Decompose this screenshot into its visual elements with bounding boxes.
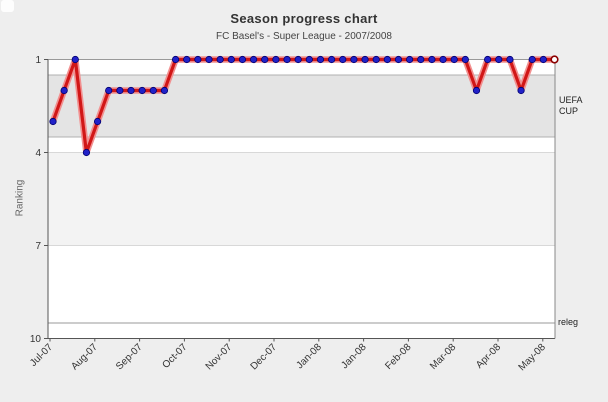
- data-point: [171, 55, 180, 64]
- data-point: [194, 55, 202, 64]
- x-tick-label: Aug-07: [69, 342, 100, 373]
- data-point: [406, 55, 414, 64]
- data-point: [238, 55, 247, 64]
- data-point: [339, 55, 347, 64]
- data-point: [127, 86, 135, 95]
- data-point: [372, 55, 380, 64]
- data-point: [82, 148, 91, 157]
- data-point: [250, 55, 258, 64]
- uefa-cup-zone-label: UEFA CUP: [559, 95, 583, 116]
- mid-stripe-band: [48, 152, 555, 246]
- data-point: [450, 55, 458, 64]
- data-point: [149, 86, 157, 95]
- data-point: [428, 55, 436, 64]
- data-point: [495, 55, 503, 64]
- data-point: [49, 117, 57, 126]
- x-tick-label: Feb-08: [383, 342, 413, 372]
- data-point: [216, 55, 224, 64]
- data-point: [506, 55, 514, 64]
- final-data-point-ring: [550, 55, 559, 64]
- x-tick-label: Apr-08: [474, 342, 503, 371]
- y-tick-label: 7: [35, 241, 41, 252]
- data-point: [283, 55, 291, 64]
- data-point: [294, 55, 302, 64]
- data-point: [472, 86, 481, 95]
- uefa-cup-band: [48, 75, 555, 137]
- y-tick-label: 4: [35, 148, 41, 159]
- x-tick-label: Jul-07: [28, 342, 55, 369]
- x-tick-label: Nov-07: [204, 342, 235, 373]
- data-point: [60, 86, 68, 95]
- data-point: [227, 55, 235, 64]
- data-point: [328, 55, 336, 64]
- data-point: [383, 55, 391, 64]
- data-point: [417, 55, 425, 64]
- data-point: [528, 55, 536, 64]
- data-point: [138, 86, 146, 95]
- data-point: [361, 55, 369, 64]
- x-tick-label: Jan-08: [295, 342, 325, 372]
- data-point: [461, 55, 469, 64]
- data-point: [183, 55, 191, 64]
- data-point: [350, 55, 358, 64]
- data-point: [105, 86, 113, 95]
- x-tick-label: Sep-07: [114, 342, 145, 373]
- y-axis-title: Ranking: [14, 179, 26, 217]
- data-point: [484, 55, 492, 64]
- data-point: [160, 86, 169, 95]
- x-tick-label: May-08: [517, 342, 549, 374]
- x-tick-label: Jan-08: [339, 342, 369, 372]
- data-point: [394, 55, 403, 64]
- data-point: [116, 86, 124, 95]
- x-tick-label: Mar-08: [428, 342, 458, 372]
- data-point: [205, 55, 213, 64]
- data-point: [316, 55, 325, 64]
- ranking-line: [51, 57, 557, 155]
- x-tick-label: Oct-07: [161, 342, 190, 371]
- data-point: [272, 55, 280, 64]
- data-point: [439, 55, 447, 64]
- data-point: [517, 86, 525, 95]
- x-tick-label: Dec-07: [249, 342, 280, 373]
- chart-title: Season progress chart: [230, 11, 378, 26]
- page-corner-artifact: [1, 0, 14, 12]
- data-point: [261, 55, 269, 64]
- data-point: [539, 55, 547, 64]
- y-tick-label: 10: [30, 334, 42, 345]
- y-tick-label: 1: [35, 55, 41, 66]
- data-point: [93, 117, 102, 126]
- chart-subtitle: FC Basel's - Super League - 2007/2008: [216, 31, 392, 42]
- data-point: [305, 55, 313, 64]
- data-point: [71, 55, 79, 64]
- relegation-zone-label: releg: [558, 317, 579, 327]
